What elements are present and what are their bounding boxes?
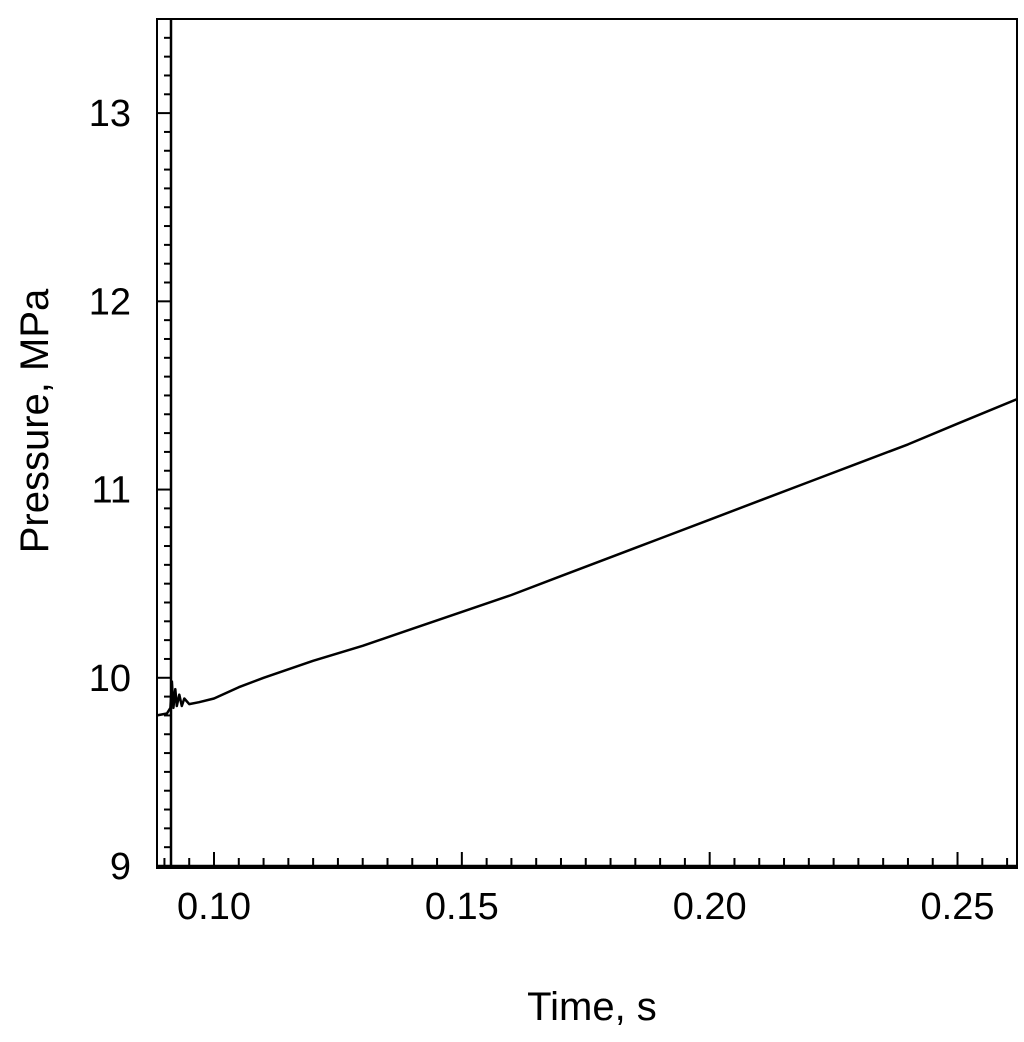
x-tick-label: 0.15 [425, 886, 499, 928]
x-tick-label: 0.25 [921, 886, 995, 928]
y-tick-label: 13 [89, 93, 131, 135]
x-tick-label: 0.10 [177, 886, 251, 928]
y-tick-label: 9 [110, 846, 131, 888]
x-tick-labels: 0.10 0.15 0.20 0.25 [177, 886, 994, 928]
plot-frame [156, 18, 1018, 869]
y-tick-label: 10 [89, 658, 131, 700]
y-axis-title: Pressure, MPa [13, 288, 57, 553]
x-tick-label: 0.20 [673, 886, 747, 928]
y-tick-label: 12 [89, 281, 131, 323]
y-tick-labels: 9 10 11 12 13 [89, 93, 131, 888]
y-tick-label: 11 [92, 470, 131, 512]
y-ticks [157, 18, 171, 867]
x-axis-title: Time, s [527, 985, 657, 1029]
pressure-series-line [156, 398, 1018, 717]
x-ticks [163, 852, 1009, 866]
